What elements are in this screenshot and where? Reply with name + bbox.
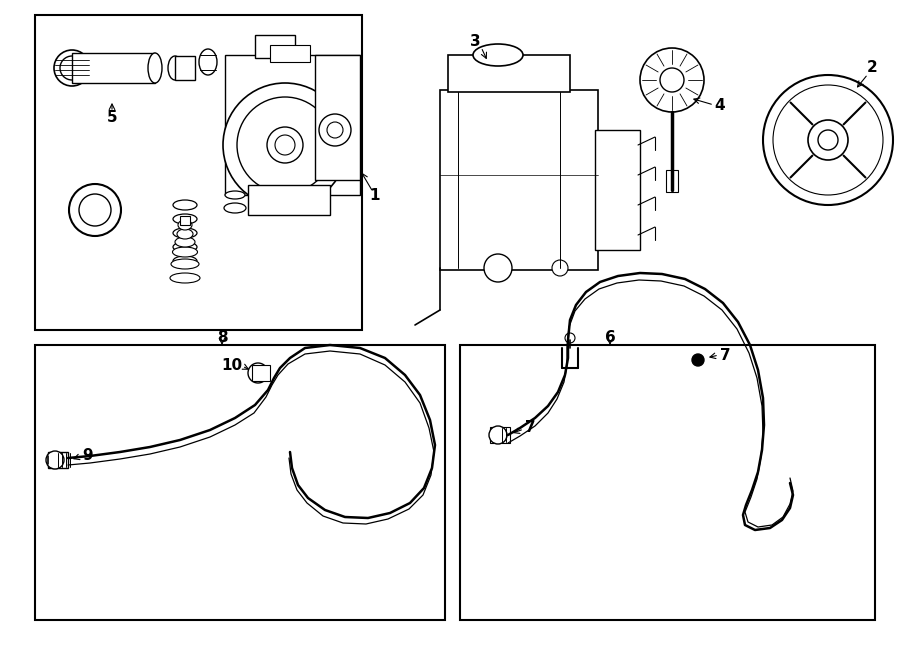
- Bar: [448, 55, 570, 92]
- Text: 6: 6: [605, 330, 616, 346]
- Bar: [248, 185, 330, 215]
- Text: 9: 9: [83, 447, 94, 463]
- Circle shape: [660, 68, 684, 92]
- Ellipse shape: [473, 44, 523, 66]
- Bar: [175, 56, 195, 80]
- Text: 10: 10: [221, 358, 243, 373]
- Circle shape: [552, 260, 568, 276]
- Bar: [270, 45, 310, 62]
- Bar: [255, 35, 295, 58]
- Bar: [490, 427, 510, 443]
- Circle shape: [808, 120, 848, 160]
- Circle shape: [484, 254, 512, 282]
- Ellipse shape: [173, 242, 197, 252]
- Bar: [315, 55, 360, 180]
- Ellipse shape: [148, 53, 162, 83]
- Ellipse shape: [173, 214, 197, 224]
- Ellipse shape: [178, 220, 192, 230]
- Circle shape: [565, 333, 575, 343]
- Circle shape: [773, 85, 883, 195]
- Text: 4: 4: [715, 98, 725, 112]
- Circle shape: [818, 130, 838, 150]
- Bar: [666, 170, 678, 192]
- Circle shape: [237, 97, 333, 193]
- Ellipse shape: [173, 200, 197, 210]
- Circle shape: [267, 127, 303, 163]
- Bar: [252, 365, 270, 381]
- Ellipse shape: [171, 259, 199, 269]
- Circle shape: [327, 122, 343, 138]
- Circle shape: [489, 426, 507, 444]
- Circle shape: [692, 354, 704, 366]
- Text: 5: 5: [107, 110, 117, 126]
- Bar: [48, 452, 68, 468]
- Text: 7: 7: [525, 420, 535, 436]
- Circle shape: [60, 56, 84, 80]
- Ellipse shape: [168, 56, 182, 80]
- Ellipse shape: [224, 203, 246, 213]
- Text: 1: 1: [370, 188, 380, 202]
- Ellipse shape: [173, 256, 197, 266]
- Circle shape: [223, 83, 347, 207]
- Bar: [35, 15, 362, 330]
- Bar: [72, 53, 155, 83]
- Bar: [180, 216, 190, 225]
- Ellipse shape: [173, 228, 197, 238]
- Ellipse shape: [170, 273, 200, 283]
- Text: 8: 8: [217, 330, 228, 346]
- Circle shape: [54, 50, 90, 86]
- Text: 7: 7: [720, 348, 730, 362]
- Circle shape: [640, 48, 704, 112]
- Bar: [440, 90, 598, 270]
- Circle shape: [79, 194, 111, 226]
- Circle shape: [763, 75, 893, 205]
- Bar: [35, 345, 445, 620]
- Text: 2: 2: [867, 61, 877, 75]
- Ellipse shape: [199, 49, 217, 75]
- Ellipse shape: [173, 247, 197, 257]
- Ellipse shape: [225, 191, 245, 199]
- Circle shape: [248, 363, 268, 383]
- Circle shape: [319, 114, 351, 146]
- Bar: [225, 55, 360, 195]
- Circle shape: [275, 135, 295, 155]
- Circle shape: [69, 184, 121, 236]
- Bar: [460, 345, 875, 620]
- Ellipse shape: [177, 229, 193, 239]
- Ellipse shape: [175, 237, 195, 247]
- Circle shape: [46, 451, 64, 469]
- Bar: [595, 130, 640, 250]
- Text: 3: 3: [470, 34, 481, 50]
